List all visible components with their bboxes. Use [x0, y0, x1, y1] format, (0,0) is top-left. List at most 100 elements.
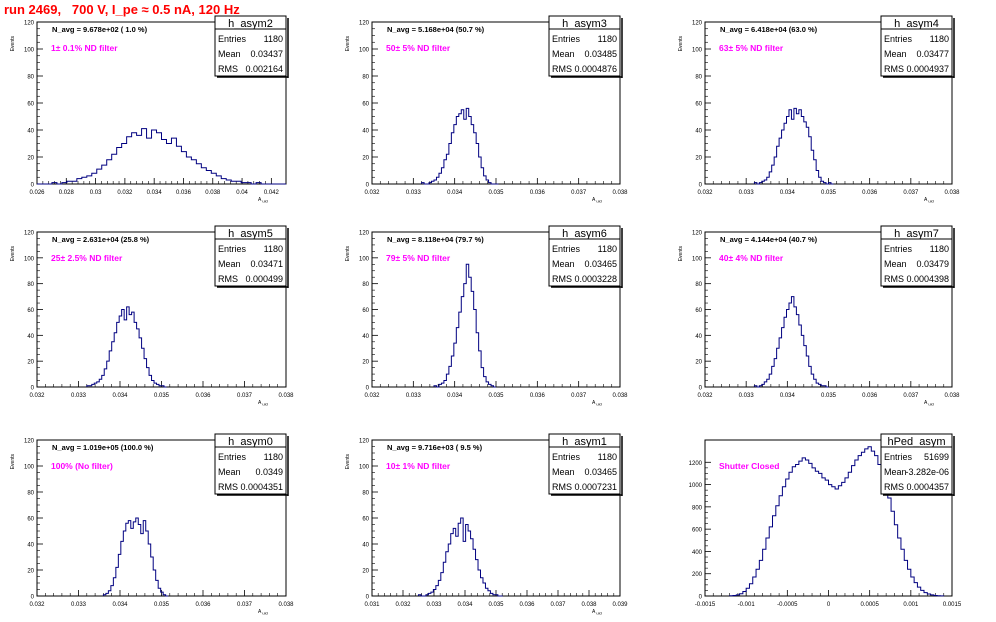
histogram-name: h_asym7 — [894, 228, 939, 240]
x-tick-label: 0.038 — [612, 393, 628, 399]
y-tick-label: 40 — [27, 543, 34, 549]
x-axis-title-sub: uid — [596, 402, 601, 407]
stats-mean-label: Mean — [218, 49, 241, 59]
stats-rms-value: 0.0004351 — [240, 482, 283, 492]
histogram-outline — [753, 107, 834, 185]
x-tick-label: 0.032 — [697, 190, 713, 196]
histogram-name: h_asym0 — [228, 436, 273, 448]
x-tick-label: 0.036 — [195, 602, 211, 608]
stats-entries-label: Entries — [884, 244, 913, 254]
y-axis-title: Events — [10, 36, 16, 52]
y-tick-label: 20 — [362, 156, 369, 162]
navg-label: N_avg = 9.716e+03 ( 9.5 %) — [387, 443, 483, 452]
stats-rms-value: 0.0004357 — [906, 482, 949, 492]
histogram-outline — [421, 107, 499, 185]
x-tick-label: 0.026 — [29, 190, 45, 196]
navg-label: N_avg = 2.631e+04 (25.8 %) — [52, 235, 150, 244]
y-tick-label: 20 — [27, 156, 34, 162]
x-axis-title-main: A — [592, 400, 596, 406]
stats-rms-value: 0.0007231 — [574, 482, 617, 492]
stats-box — [880, 225, 953, 287]
navg-label: N_avg = 4.144e+04 (40.7 %) — [720, 235, 818, 244]
run-title: run 2469, 700 V, I_pe ≈ 0.5 nA, 120 Hz — [4, 2, 240, 17]
y-tick-label: 0 — [31, 183, 35, 189]
stats-mean-label: Mean — [884, 467, 907, 477]
stats-mean-label: Mean — [884, 49, 907, 59]
stats-entries-label: Entries — [884, 452, 913, 462]
x-axis-title: Auid — [592, 197, 602, 204]
y-tick-label: 400 — [692, 550, 703, 556]
y-tick-label: 0 — [699, 183, 703, 189]
x-tick-label: 0.032 — [395, 602, 411, 608]
y-tick-label: 20 — [27, 569, 34, 575]
stats-rms-label: RMS — [218, 482, 238, 492]
x-axis-title-sub: uid — [596, 611, 601, 616]
histogram-outline — [102, 517, 169, 597]
x-tick-label: 0.037 — [550, 602, 566, 608]
stats-mean-value: 0.03465 — [584, 259, 617, 269]
histogram-name: h_asym1 — [562, 436, 607, 448]
y-tick-label: 80 — [27, 491, 34, 497]
x-tick-label: 0.038 — [581, 602, 597, 608]
y-tick-label: 120 — [692, 231, 703, 237]
x-tick-label: 0.0015 — [943, 602, 962, 608]
stats-box — [548, 225, 621, 287]
y-tick-label: 20 — [362, 360, 369, 366]
x-tick-label: 0.036 — [530, 190, 546, 196]
filter-annotation: 40± 4% ND filter — [719, 253, 784, 263]
x-axis-title: Auid — [924, 197, 934, 204]
stats-box — [214, 225, 287, 287]
x-tick-label: 0.042 — [264, 190, 280, 196]
x-tick-label: 0.032 — [364, 190, 380, 196]
stats-rms-label: RMS — [218, 64, 238, 74]
x-axis-title-sub: uid — [928, 402, 933, 407]
y-tick-label: 100 — [359, 48, 370, 54]
x-tick-label: 0.001 — [903, 602, 919, 608]
histogram-panel-h_asym4: 0 20 40 60 80 100 120 0.032 0.033 0.034 0.035 0.036… — [678, 15, 960, 204]
x-tick-label: 0.035 — [154, 393, 170, 399]
filter-annotation: 1± 0.1% ND filter — [51, 43, 118, 53]
y-tick-label: 60 — [27, 102, 34, 108]
x-tick-label: 0.032 — [697, 393, 713, 399]
x-tick-label: 0.032 — [29, 602, 45, 608]
histogram-outline — [433, 263, 496, 388]
x-tick-label: 0.04 — [236, 190, 248, 196]
x-tick-label: 0.035 — [821, 393, 837, 399]
y-axis-title: Events — [678, 36, 684, 52]
x-tick-label: 0.034 — [447, 190, 463, 196]
y-tick-label: 100 — [692, 256, 703, 262]
y-tick-label: 100 — [692, 48, 703, 54]
x-tick-label: 0 — [827, 602, 831, 608]
y-tick-label: 40 — [362, 129, 369, 135]
y-tick-label: 0 — [699, 595, 703, 601]
filter-annotation: 10± 1% ND filter — [386, 461, 451, 471]
x-axis-title: Auid — [258, 400, 268, 407]
x-tick-label: 0.032 — [29, 393, 45, 399]
x-axis-title-main: A — [592, 609, 596, 615]
y-axis-title: Events — [345, 36, 351, 52]
stats-entries-value: 1180 — [264, 34, 283, 44]
stats-mean-value: 0.03437 — [250, 49, 283, 59]
y-tick-label: 0 — [31, 386, 35, 392]
x-tick-label: 0.038 — [612, 190, 628, 196]
filter-annotation: 100% (No filter) — [51, 461, 113, 471]
x-tick-label: 0.033 — [71, 602, 87, 608]
x-tick-label: 0.036 — [862, 190, 878, 196]
y-tick-label: 120 — [692, 21, 703, 27]
x-tick-label: 0.034 — [112, 393, 128, 399]
y-tick-label: 100 — [24, 465, 35, 471]
stats-entries-value: 51699 — [924, 452, 949, 462]
stats-rms-label: RMS — [884, 274, 904, 284]
x-tick-label: 0.033 — [406, 190, 422, 196]
x-tick-label: -0.001 — [738, 602, 756, 608]
histogram-panel-h_asym3: 0 20 40 60 80 100 120 0.032 0.033 0.034 0.035 0.036… — [345, 15, 628, 204]
stats-box — [880, 433, 953, 495]
x-axis-title: Auid — [592, 400, 602, 407]
stats-rms-value: 0.0004876 — [574, 64, 617, 74]
stats-box — [548, 433, 621, 495]
stats-box — [214, 15, 287, 77]
stats-rms-value: 0.0003228 — [574, 274, 617, 284]
x-tick-label: 0.034 — [112, 602, 128, 608]
y-axis-title: Events — [345, 246, 351, 262]
x-axis-title-main: A — [258, 400, 262, 406]
